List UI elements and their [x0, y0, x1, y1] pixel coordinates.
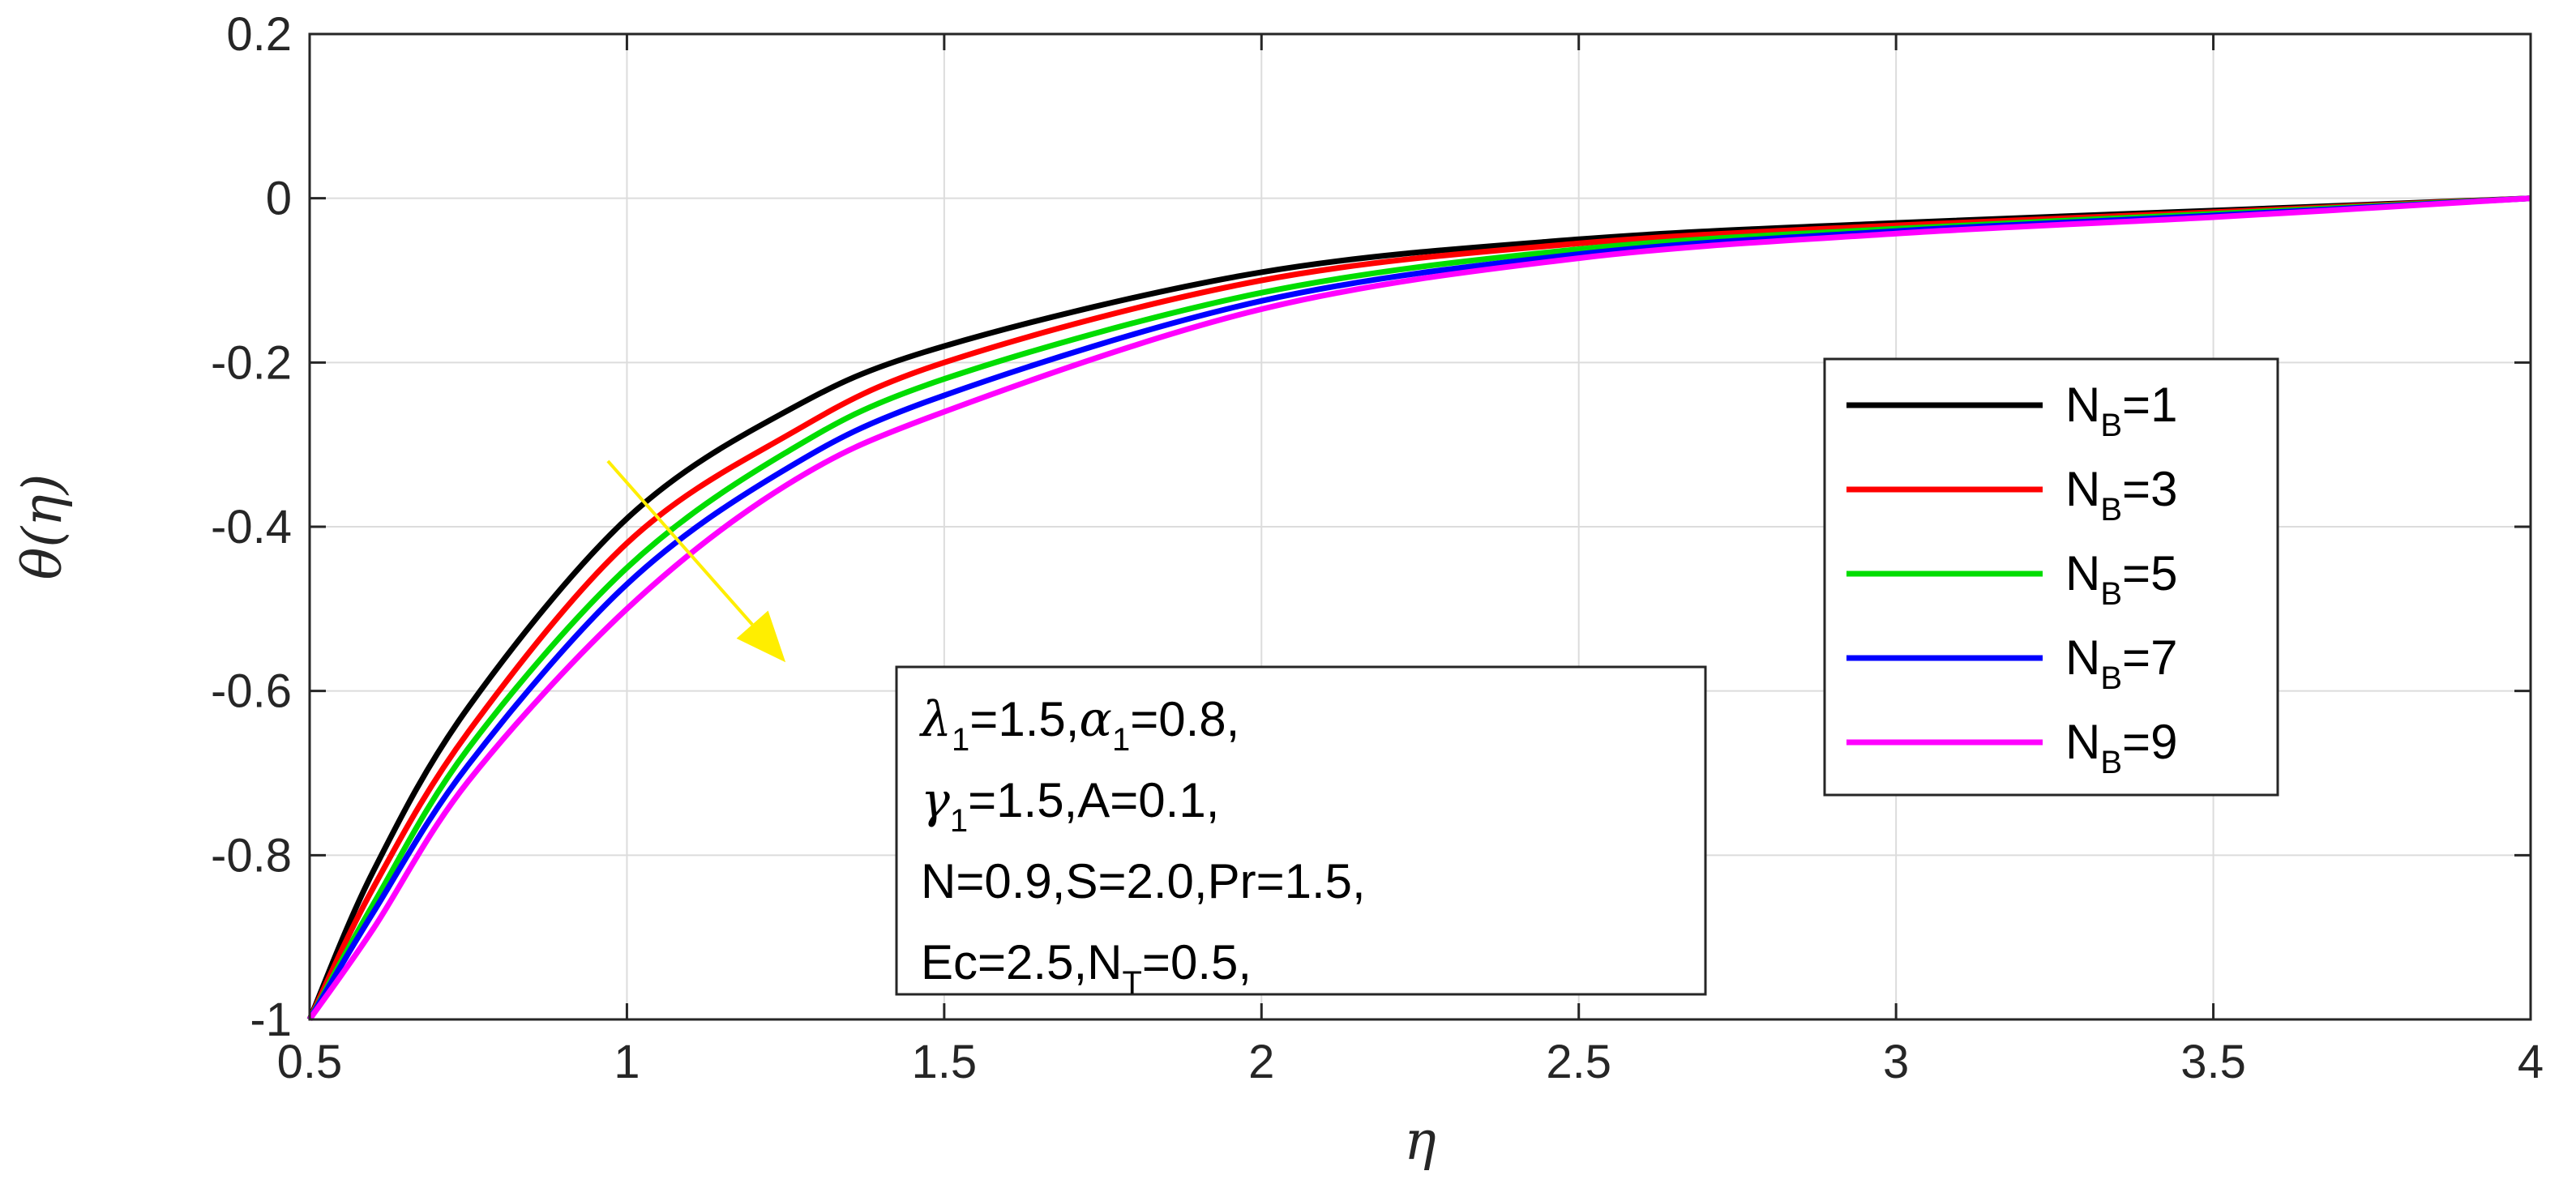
- parameter-segment: =1.5,A=0.1,: [968, 773, 1219, 827]
- legend-label-main: N: [2065, 378, 2100, 432]
- x-tick-label: 3: [1883, 1036, 1909, 1088]
- y-tick-label: -0.8: [211, 829, 292, 882]
- legend-label-sub: B: [2100, 408, 2122, 443]
- x-tick-label: 2: [1248, 1036, 1274, 1088]
- legend-label-value: =3: [2122, 462, 2177, 516]
- trend-arrow-head: [736, 610, 786, 663]
- parameter-segment: λ: [919, 691, 952, 748]
- legend-label-value: =1: [2122, 378, 2177, 432]
- y-tick-label: -0.6: [211, 665, 292, 718]
- legend-label-sub: B: [2100, 492, 2122, 528]
- trend-arrow: [606, 459, 786, 663]
- tick-labels: 0.5 1 1.5 2 2.5 3 3.5 4 0.2 0 -0.2 -0.4 -0.6 -0.8 -1: [211, 8, 2544, 1088]
- legend-label-value: =9: [2122, 715, 2177, 769]
- parameter-segment: Ec=2.5,N: [921, 935, 1122, 989]
- parameter-segment: =0.5,: [1142, 935, 1252, 989]
- legend-label-main: N: [2065, 546, 2100, 600]
- legend-label-main: N: [2065, 462, 2100, 516]
- legend-frame: [1823, 357, 2279, 797]
- legend-label-sub: B: [2100, 745, 2122, 780]
- x-tick-label: 1.5: [912, 1036, 978, 1088]
- x-tick-label: 2.5: [1546, 1036, 1611, 1088]
- parameter-box-frame: [895, 665, 1707, 996]
- x-axis-label: η: [1404, 1109, 1436, 1172]
- x-tick-label: 0.5: [277, 1036, 343, 1088]
- y-tick-label: 0.2: [226, 8, 292, 61]
- legend-label-sub: B: [2100, 660, 2122, 696]
- parameter-line-4: Ec=2.5,NT=0.5,: [921, 935, 1252, 1001]
- series-lines: [306, 195, 2531, 1022]
- plot-frame: [308, 32, 2532, 1021]
- parameter-line-2: γ1=1.5,A=0.1,: [921, 772, 1219, 839]
- x-tick-label: 1: [614, 1036, 640, 1088]
- legend-label-value: =7: [2122, 630, 2177, 685]
- parameter-segment: 1: [1112, 722, 1130, 758]
- legend-label-4: NB=7: [2065, 630, 2177, 696]
- x-tick-label: 3.5: [2180, 1036, 2246, 1088]
- x-tick-label: 4: [2518, 1036, 2544, 1088]
- y-tick-label: -1: [250, 994, 292, 1046]
- legend-label-main: N: [2065, 715, 2100, 769]
- y-tick-label: -0.4: [211, 501, 292, 553]
- trend-arrow-shaft: [606, 459, 754, 626]
- legend-label-main: N: [2065, 630, 2100, 685]
- series-line-5: [307, 195, 2531, 1022]
- parameter-segment: =1.5,: [969, 692, 1079, 746]
- legend-label-1: NB=1: [2065, 378, 2177, 443]
- legend-label-sub: B: [2100, 576, 2122, 612]
- parameter-box: λ1=1.5,α1=0.8,γ1=1.5,A=0.1,N=0.9,S=2.0,P…: [895, 665, 1707, 1001]
- y-axis-label: θ(η): [11, 474, 74, 580]
- legend-label-2: NB=3: [2065, 462, 2177, 528]
- legend-label-5: NB=9: [2065, 715, 2177, 780]
- y-tick-label: 0: [266, 173, 292, 225]
- legend-label-value: =5: [2122, 546, 2177, 600]
- parameter-segment: 1: [952, 722, 969, 758]
- parameter-line-1: λ1=1.5,α1=0.8,: [919, 691, 1239, 758]
- parameter-segment: γ: [921, 772, 950, 829]
- parameter-segment: T: [1122, 965, 1141, 1001]
- legend: NB=1NB=3NB=5NB=7NB=9: [1823, 357, 2279, 797]
- parameter-segment: =0.8,: [1130, 692, 1239, 746]
- parameter-segment: 1: [950, 803, 968, 839]
- parameter-line-3: N=0.9,S=2.0,Pr=1.5,: [921, 854, 1366, 908]
- parameter-segment: N=0.9,S=2.0,Pr=1.5,: [921, 854, 1366, 908]
- y-tick-label: -0.2: [211, 336, 292, 389]
- parameter-segment: α: [1079, 691, 1112, 748]
- legend-label-3: NB=5: [2065, 546, 2177, 612]
